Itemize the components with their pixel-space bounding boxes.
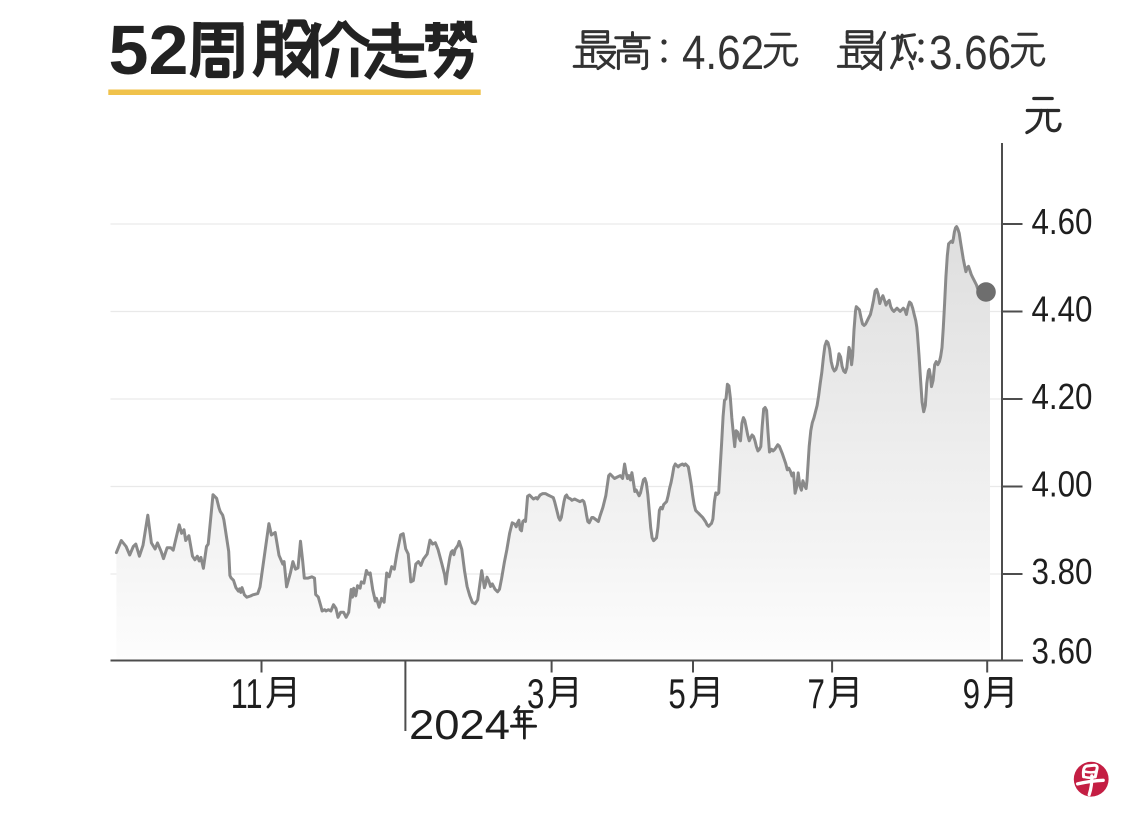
svg-text:4.60: 4.60 <box>1032 201 1093 242</box>
svg-text:11: 11 <box>231 670 263 717</box>
svg-text:3: 3 <box>527 670 544 717</box>
svg-text:3.80: 3.80 <box>1032 551 1093 592</box>
svg-text:52: 52 <box>109 11 189 89</box>
svg-text:5: 5 <box>668 670 685 717</box>
svg-text:7: 7 <box>808 670 825 717</box>
svg-text:4.62: 4.62 <box>682 27 764 80</box>
svg-text:4.40: 4.40 <box>1032 289 1093 330</box>
svg-text:2024: 2024 <box>409 701 510 748</box>
svg-text:9: 9 <box>963 670 980 717</box>
svg-text:3.66: 3.66 <box>929 27 1011 80</box>
svg-text:4.00: 4.00 <box>1032 464 1093 505</box>
svg-text:4.20: 4.20 <box>1032 376 1093 417</box>
svg-text:3.60: 3.60 <box>1032 631 1093 672</box>
